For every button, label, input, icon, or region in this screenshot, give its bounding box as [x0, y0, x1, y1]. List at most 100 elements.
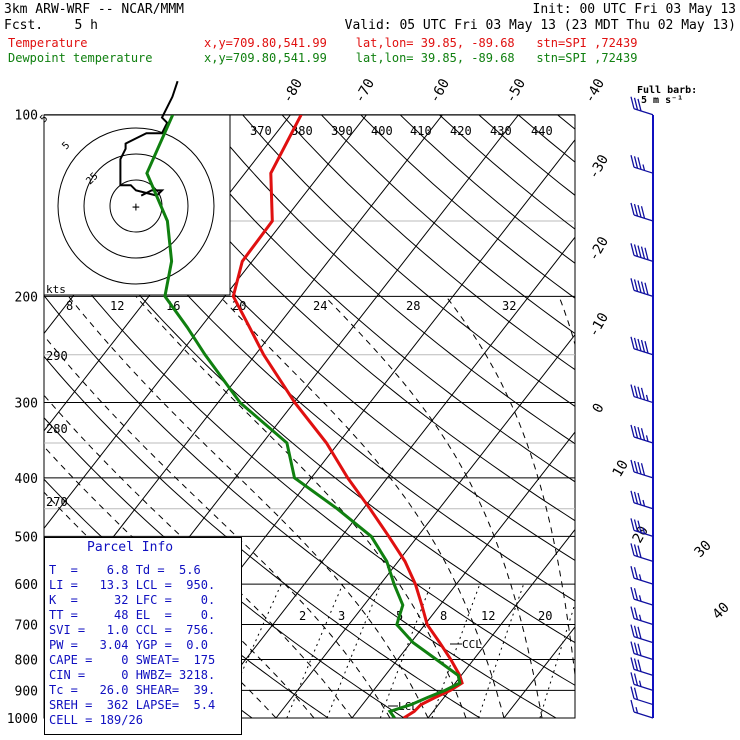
dry-adiabat	[242, 115, 575, 407]
wind-barb-flag	[630, 672, 635, 685]
isotherm-label: 30	[692, 538, 715, 561]
wind-barb-flag	[630, 336, 635, 349]
wind-barb-flag	[633, 567, 639, 580]
isotherm-label: 40	[710, 600, 733, 623]
temperature-legend: Temperature	[8, 36, 88, 50]
wind-barb-flag	[633, 642, 639, 655]
wind-barb-flag	[630, 624, 635, 637]
pressure-label: 200	[15, 290, 38, 305]
sounding-series	[145, 115, 464, 718]
hodograph-ring-label: 8	[66, 299, 73, 313]
wind-barb-flag	[640, 339, 646, 353]
pressure-label: 1000	[7, 712, 38, 727]
wind-barb-half	[642, 499, 646, 507]
temperature-location: x,y=709.80,541.99 lat,lon= 39.85, -89.68…	[204, 36, 638, 50]
dry-adiabat	[557, 115, 575, 130]
hodograph-center-mark: +	[132, 200, 140, 215]
mixing-ratio-label: 2	[299, 609, 306, 623]
wind-barb-flag	[630, 202, 635, 216]
wind-barb-flag	[637, 461, 642, 475]
mixing-ratio-line	[326, 584, 382, 718]
hodograph-ring	[83, 153, 189, 259]
wind-barb-flag	[630, 657, 635, 670]
wind-barb-flag	[633, 607, 639, 620]
pressure-label: 400	[15, 472, 38, 487]
pressure-label: 900	[15, 684, 38, 699]
wind-barb	[630, 202, 654, 222]
wind-barb	[630, 384, 654, 404]
isotherm-label: -20	[586, 234, 613, 264]
theta-label: 410	[410, 124, 432, 138]
wind-barb-flag	[644, 282, 649, 295]
wind-barb	[630, 336, 654, 356]
theta-label: 270	[46, 495, 68, 509]
wind-barb-flag	[630, 384, 635, 397]
wind-barb-flag	[637, 626, 642, 639]
barb-legend-title: Full barb:	[637, 85, 698, 96]
parcel-row-2: LI = 13.3 LCL = 950.	[49, 578, 216, 592]
parcel-row-6: PW = 3.04 YGP = 0.0	[49, 638, 208, 652]
mixing-ratio-line	[539, 602, 575, 718]
wind-barb-flag	[630, 606, 635, 619]
dewpoint-line	[145, 115, 462, 718]
dry-adiabat	[597, 115, 740, 718]
isotherm-label: -40	[582, 76, 609, 106]
isotherm-label: 0	[590, 401, 608, 416]
mixing-ratio-label: 20	[538, 609, 552, 623]
parcel-row-11: CELL = 189/26	[49, 713, 143, 727]
isotherm-label: -50	[503, 76, 530, 106]
wind-barb-flag	[633, 425, 639, 439]
wind-barb-flag	[633, 588, 639, 601]
pressure-label: 600	[15, 578, 38, 593]
wind-barb-flag	[633, 156, 639, 169]
wind-barb-flag	[637, 157, 642, 170]
parcel-info-title: Parcel Info	[87, 540, 174, 555]
parcel-row-1: T = 6.8 Td = 5.6	[49, 563, 201, 577]
isotherm-line	[503, 626, 575, 718]
wind-barb-flag	[630, 424, 635, 438]
wind-barb-half	[645, 394, 649, 402]
pressure-label: 700	[15, 619, 38, 634]
hodograph-panel	[43, 114, 231, 296]
wind-barb-flag	[640, 206, 646, 219]
wind-barb	[630, 624, 654, 644]
ccl-label: CCL	[462, 638, 482, 651]
mixing-ratio-line	[478, 584, 525, 718]
wind-barb-flag	[630, 518, 635, 531]
dry-adiabat	[84, 115, 575, 562]
wind-barb-flag	[630, 96, 635, 109]
parcel-row-8: CIN = 0 HWBZ= 3218.	[49, 668, 216, 682]
wind-barb	[630, 641, 654, 661]
wind-barb-flag	[633, 687, 639, 700]
wind-barb-flag	[633, 279, 639, 292]
wind-barb-flag	[633, 519, 639, 532]
wind-barb-flag	[637, 545, 642, 558]
wind-barb-flag	[637, 386, 642, 399]
wind-barb	[630, 606, 654, 626]
theta-label: 370	[250, 124, 272, 138]
isotherm-label: -80	[280, 76, 307, 106]
valid-time: Valid: 05 UTC Fri 03 May 13 (23 MDT Thu …	[344, 18, 736, 33]
hodograph-ring-label: 28	[406, 299, 420, 313]
dry-adiabat	[163, 115, 575, 483]
wind-barb-half	[638, 614, 642, 621]
wind-barb-flag	[633, 337, 639, 351]
wind-barb-flag	[640, 463, 646, 476]
isotherm-line	[580, 115, 740, 718]
wind-barb-flag	[630, 641, 635, 654]
dewpoint-location: x,y=709.80,541.99 lat,lon= 39.85, -89.68…	[204, 51, 638, 65]
theta-label: 400	[371, 124, 393, 138]
mixing-ratio-label: 3	[338, 609, 345, 623]
wind-barb-flag	[630, 586, 635, 600]
forecast-hour: Fcst. 5 h	[4, 18, 98, 33]
wind-barb-flag	[633, 625, 639, 638]
wind-barb	[630, 459, 654, 479]
isotherm-label: -70	[352, 76, 379, 106]
wind-barbs	[630, 96, 654, 719]
barb-legend-units: 5 m s⁻¹	[641, 95, 684, 106]
wind-barb-flag	[637, 659, 642, 672]
wind-barb	[630, 96, 654, 116]
init-time: Init: 00 UTC Fri 03 May 13	[532, 2, 737, 17]
wind-barb-flag	[633, 544, 639, 557]
wind-barb-flag	[640, 281, 646, 294]
